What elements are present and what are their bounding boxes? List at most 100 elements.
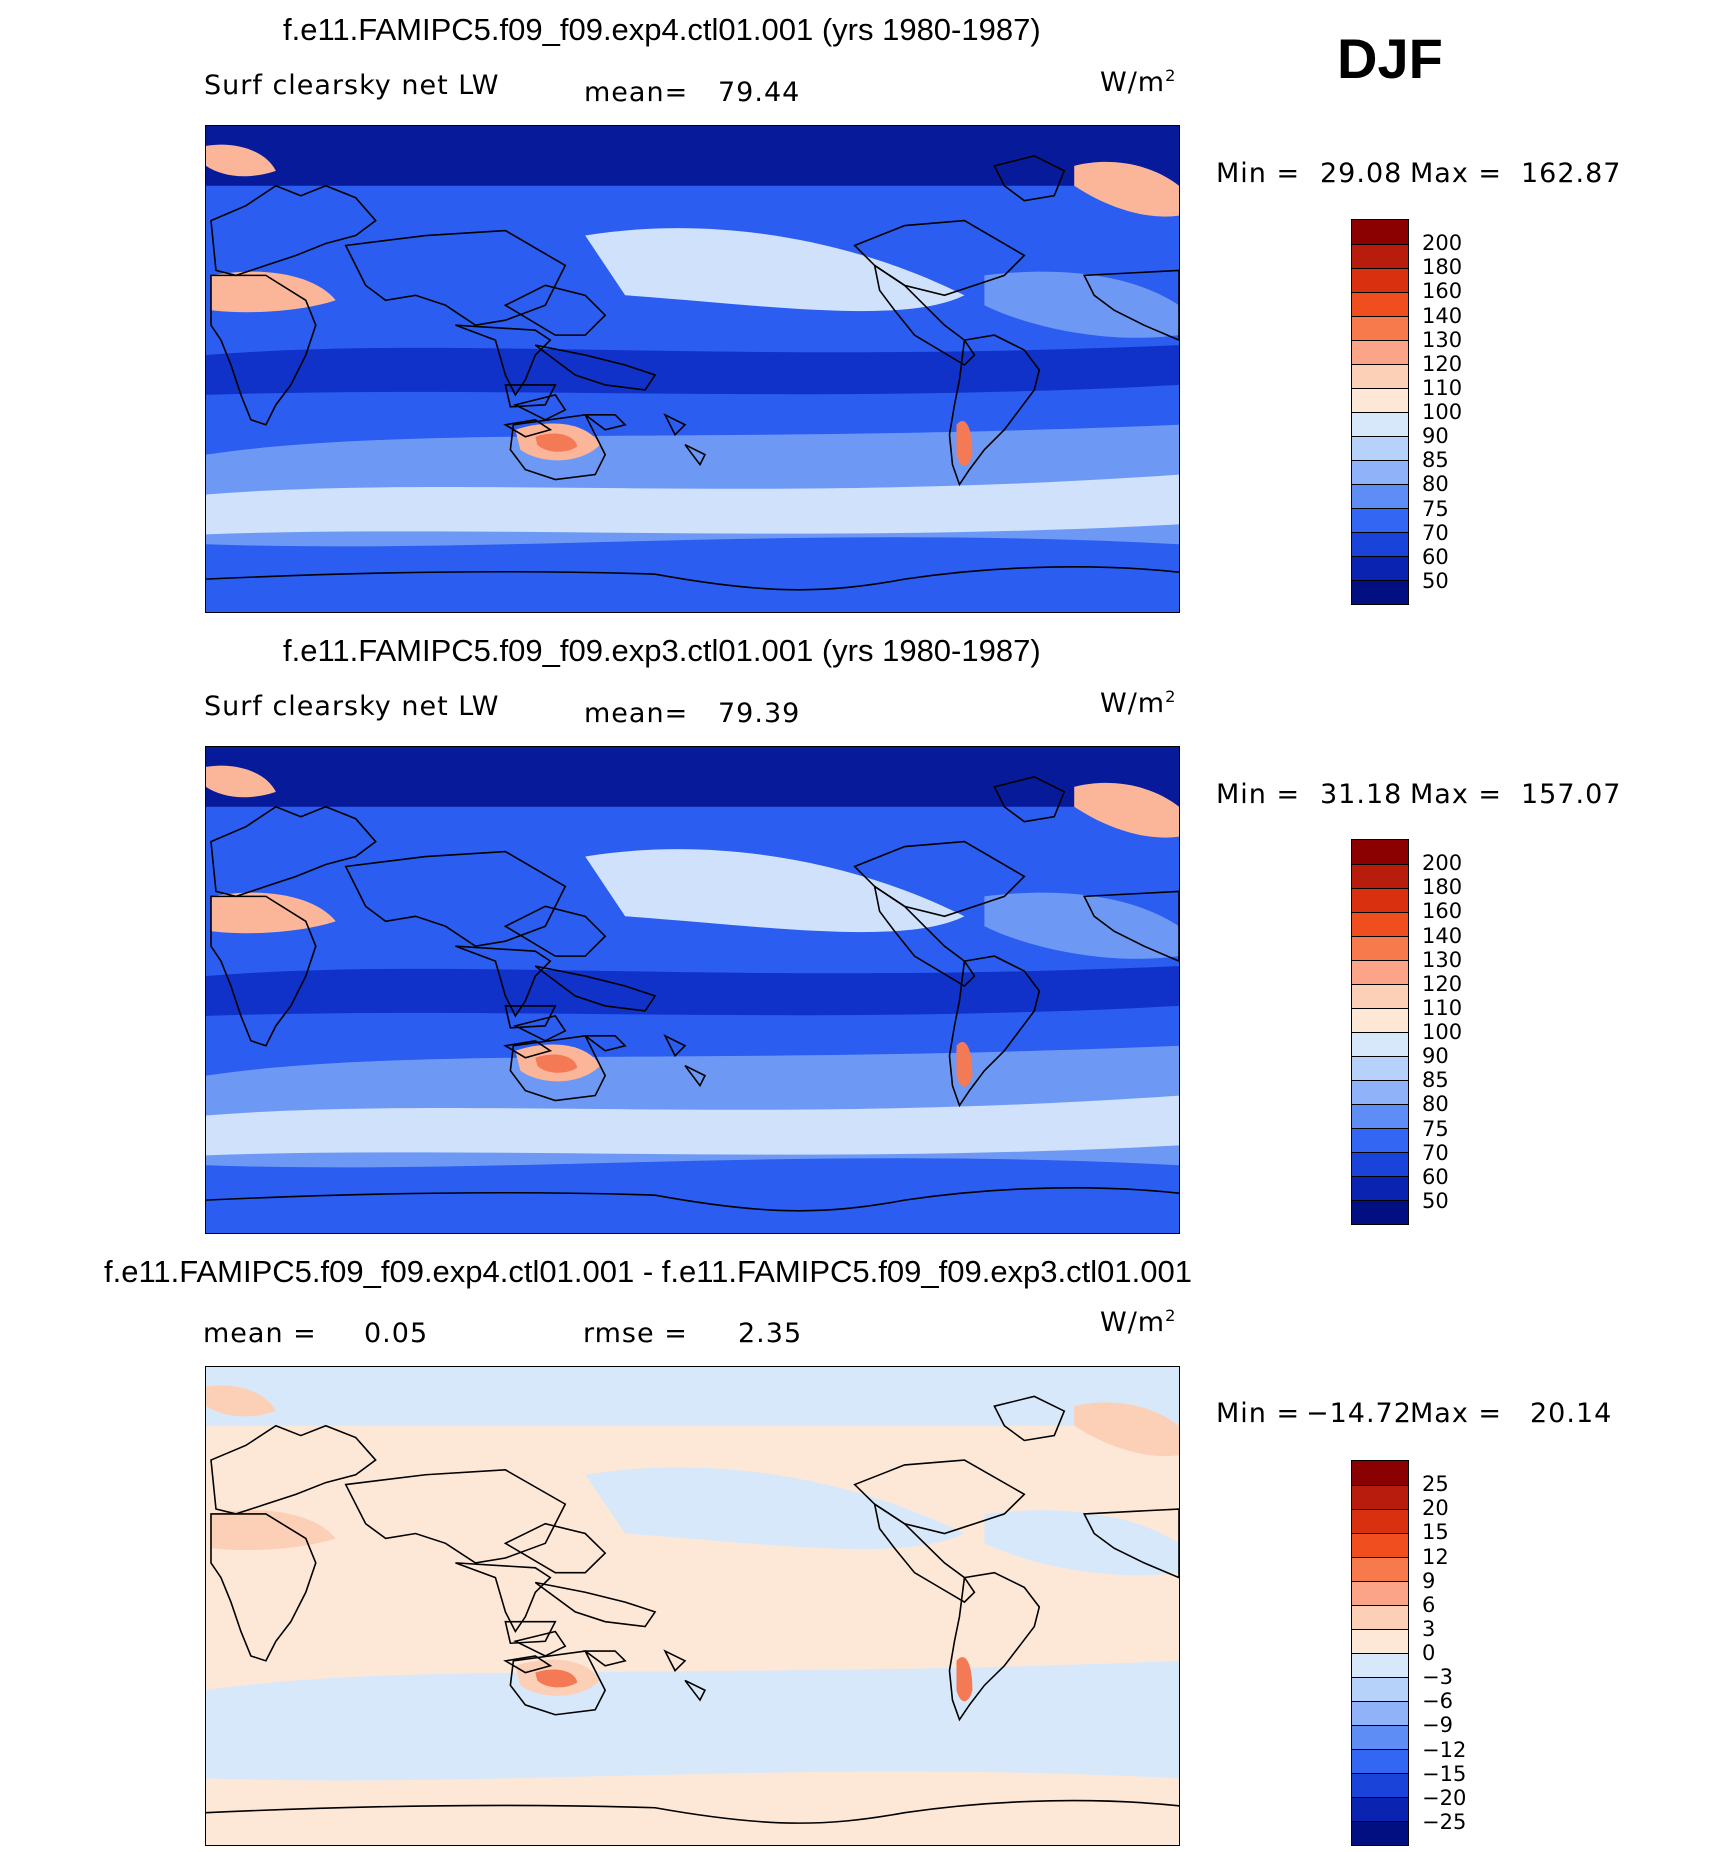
colorbar-tick-label: 25 [1422, 1472, 1449, 1497]
colorbar-tick-label: 6 [1422, 1592, 1436, 1617]
field-southern-pale [206, 1095, 1179, 1156]
colorbar-swatch [1352, 1200, 1408, 1224]
coastline [455, 1562, 552, 1634]
coastline [1082, 890, 1179, 962]
colorbar-swatch [1352, 960, 1408, 984]
field-north-atlantic [984, 892, 1179, 959]
colorbar-swatch [1352, 292, 1408, 316]
colorbar-swatch [1352, 556, 1408, 580]
field-norwegian-sea [1074, 161, 1179, 217]
field-band-north [206, 747, 1179, 807]
colorbar-swatch [1352, 1080, 1408, 1104]
colorbar-swatch [1352, 340, 1408, 364]
colorbar-swatch [1352, 268, 1408, 292]
panel3-max-label: Max = [1410, 1398, 1503, 1429]
field-sahara [210, 1510, 336, 1551]
colorbar-swatch [1352, 1773, 1408, 1797]
field-band-south [206, 1185, 1179, 1233]
field-andes [956, 1657, 973, 1702]
colorbar-tick-label: 200 [1422, 231, 1463, 256]
field-north-atlantic [984, 1510, 1179, 1576]
colorbar-tick-label: 80 [1422, 472, 1449, 497]
coastline [948, 334, 1041, 487]
panel2-max-label: Max = [1410, 779, 1503, 810]
panel1-colorbar [1351, 219, 1409, 605]
field-tropics [206, 1582, 1179, 1632]
coastline [503, 284, 607, 336]
colorbar-swatch [1352, 1485, 1408, 1509]
colorbar-swatch [1352, 1104, 1408, 1128]
colorbar-swatch [1352, 864, 1408, 888]
colorbar-swatch [1352, 840, 1408, 864]
coastline [582, 1035, 627, 1052]
colorbar-swatch [1352, 1677, 1408, 1701]
field-north-atlantic-warm [206, 144, 276, 177]
panel2-colorbar-ticks: 200 180 160 140 130 120 110 100 90 85 80 75 70 60 50 [1422, 839, 1502, 1225]
colorbar-tick-label: 0 [1422, 1641, 1436, 1665]
field-australia-core [535, 1669, 578, 1688]
colorbar-tick-label: 12 [1422, 1544, 1449, 1569]
season-label: DJF [1337, 27, 1443, 90]
colorbar-swatch [1352, 508, 1408, 532]
colorbar-tick-label: 100 [1422, 1020, 1463, 1044]
coastline [344, 850, 567, 948]
colorbar-tick-label: 75 [1422, 496, 1449, 521]
colorbar-tick-label: 130 [1422, 947, 1463, 972]
coastline [504, 1005, 557, 1029]
colorbar-tick-label: 60 [1422, 1164, 1449, 1189]
colorbar-swatch [1352, 888, 1408, 912]
colorbar-tick-label: 50 [1422, 1188, 1449, 1213]
panel2-mean-label: mean= [584, 698, 689, 729]
panel3-rmse-label: rmse = [583, 1318, 688, 1349]
panel2-colorbar [1351, 839, 1409, 1225]
colorbar-tick-label: 20 [1422, 1496, 1449, 1521]
panel2-mean-value: 79.39 [718, 698, 801, 729]
colorbar-swatch [1352, 1605, 1408, 1629]
field-norwegian-sea [1074, 1402, 1179, 1457]
panel1-title: f.e11.FAMIPC5.f09_f09.exp4.ctl01.001 (yr… [283, 12, 1041, 47]
colorbar-tick-label: 140 [1422, 303, 1463, 328]
coastline [684, 1679, 707, 1702]
panel1-mean-value: 79.44 [718, 77, 801, 108]
panel3-units: W/m2 [1100, 1306, 1177, 1338]
coastline [534, 965, 657, 1012]
colorbar-swatch [1352, 1533, 1408, 1557]
colorbar-tick-label: 140 [1422, 923, 1463, 948]
colorbar-tick-label: 85 [1422, 1068, 1449, 1093]
colorbar-tick-label: 90 [1422, 424, 1449, 449]
coastline [344, 229, 567, 327]
colorbar-tick-label: 15 [1422, 1520, 1449, 1545]
colorbar-tick-label: −25 [1422, 1809, 1467, 1834]
colorbar-swatch [1352, 436, 1408, 460]
coastline [993, 1395, 1066, 1442]
colorbar-swatch [1352, 1653, 1408, 1677]
coastline [948, 955, 1041, 1108]
coastline [513, 393, 567, 421]
colorbar-swatch [1352, 1008, 1408, 1032]
colorbar-tick-label: 3 [1422, 1616, 1436, 1641]
coastline-antarctica [206, 566, 1179, 591]
colorbar-tick-label: 100 [1422, 400, 1463, 424]
coastline [455, 324, 552, 397]
colorbar-tick-label: 75 [1422, 1116, 1449, 1141]
colorbar-swatch [1352, 1581, 1408, 1605]
coastline [873, 263, 976, 367]
panel2-variable: Surf clearsky net LW [204, 691, 500, 722]
panel3-mean-value: 0.05 [364, 1318, 429, 1349]
field-australia-core [535, 433, 578, 452]
coastline [873, 884, 976, 988]
coastline-antarctica [206, 1187, 1179, 1212]
colorbar-tick-label: 160 [1422, 899, 1463, 924]
panel2-map [205, 746, 1180, 1234]
colorbar-swatch [1352, 1701, 1408, 1725]
field-andes [956, 1042, 973, 1087]
colorbar-swatch [1352, 912, 1408, 936]
colorbar-swatch [1352, 1461, 1408, 1485]
colorbar-swatch [1352, 580, 1408, 604]
field-tropics [206, 345, 1179, 395]
panel1-max-label: Max = [1410, 158, 1503, 189]
coastline [509, 1650, 607, 1716]
panel2-title: f.e11.FAMIPC5.f09_f09.exp3.ctl01.001 (yr… [283, 633, 1041, 668]
coastline [993, 776, 1066, 823]
colorbar-tick-label: −15 [1422, 1761, 1467, 1786]
